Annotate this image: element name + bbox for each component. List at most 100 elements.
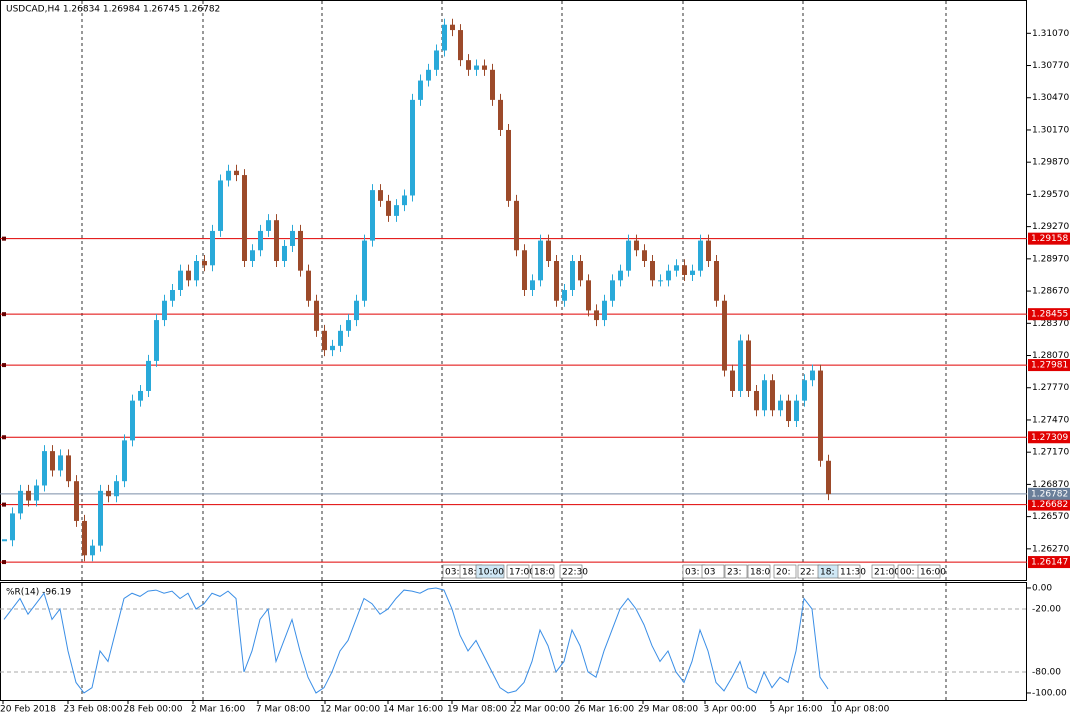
candle [410, 99, 415, 196]
candle [82, 520, 87, 556]
time-marker: 23: [727, 568, 741, 578]
candle [154, 320, 159, 361]
candle [26, 490, 31, 501]
x-tick-label: 12 Mar 00:00 [320, 705, 380, 715]
candle [650, 261, 655, 281]
y-tick-label: 1.26270 [1032, 544, 1069, 554]
time-marker-box [837, 564, 861, 579]
x-tick-label: 20 Feb 2018 [0, 705, 56, 715]
candle [674, 265, 679, 271]
candle [138, 390, 143, 401]
y-tick-label: 1.28370 [1032, 319, 1069, 329]
time-marker-box [531, 564, 555, 579]
time-marker-box [724, 564, 748, 579]
candle [282, 245, 287, 261]
x-tick-label: 2 Mar 16:00 [191, 705, 246, 715]
level-label: 1.26682 [1031, 500, 1068, 510]
candle [698, 240, 703, 271]
y-tick-label: 1.26570 [1032, 512, 1069, 522]
candle [418, 80, 423, 100]
candle [394, 205, 399, 216]
x-tick-label: 28 Feb 00:00 [123, 705, 182, 715]
candle [194, 261, 199, 281]
x-tick-label: 14 Mar 16:00 [383, 705, 443, 715]
current-price-box [1028, 487, 1070, 500]
time-marker: 11:30 [840, 568, 866, 578]
level-label-box [1028, 232, 1070, 245]
candle [274, 220, 279, 261]
y-tick-label: 1.26870 [1032, 480, 1069, 490]
time-marker: 22: [800, 568, 814, 578]
level-label: 1.29158 [1031, 234, 1068, 244]
candle [74, 481, 79, 521]
time-marker-box [475, 564, 505, 579]
y-tick-label: 1.30170 [1032, 125, 1069, 135]
candle [794, 400, 799, 422]
time-marker: 03: [445, 568, 459, 578]
time-marker: 22:30 [562, 568, 588, 578]
candle [130, 400, 135, 441]
candle [346, 320, 351, 331]
y-tick-label: 1.28670 [1032, 287, 1069, 297]
candle [634, 240, 639, 251]
time-marker: 18:0 [750, 568, 770, 578]
x-tick-label: 7 Mar 08:00 [256, 705, 311, 715]
candle [226, 170, 231, 181]
candle [298, 230, 303, 271]
candle [266, 220, 271, 231]
y-tick-label: 1.28970 [1032, 254, 1069, 264]
candle [762, 380, 767, 411]
candle [498, 99, 503, 130]
y-tick-label: 1.27770 [1032, 383, 1069, 393]
candle [666, 270, 671, 281]
candle [314, 300, 319, 331]
indicator-label: %R(14) -96.19 [6, 588, 71, 598]
candle [90, 545, 95, 556]
y-tick-label: -80.00 [1032, 667, 1061, 677]
level-handle [2, 560, 6, 565]
candle [402, 195, 407, 206]
y-tick-label: 1.30470 [1032, 93, 1069, 103]
candle [514, 200, 519, 251]
level-handle [2, 312, 6, 317]
x-tick-label: 26 Mar 16:00 [574, 705, 634, 715]
candle [146, 360, 151, 391]
candle [66, 455, 71, 482]
candle [642, 250, 647, 261]
level-label: 1.27309 [1031, 433, 1068, 443]
candle [106, 490, 111, 497]
candle [818, 370, 823, 461]
candle [714, 261, 719, 301]
y-tick-label: 1.30770 [1032, 61, 1069, 71]
candle [474, 65, 479, 70]
time-marker: 16:00 [920, 568, 946, 578]
time-marker: 21:00 [874, 568, 900, 578]
candle [234, 170, 239, 176]
level-label-box [1028, 431, 1070, 444]
level-handle [2, 435, 6, 440]
candle [578, 261, 583, 281]
candle [690, 270, 695, 275]
x-tick-label: 10 Apr 08:00 [831, 705, 890, 715]
level-label-box [1028, 308, 1070, 321]
candle [442, 24, 447, 51]
candle [306, 270, 311, 301]
candle [538, 240, 543, 281]
candle [290, 230, 295, 246]
y-tick-label: 1.29270 [1032, 222, 1069, 232]
x-tick-label: 3 Apr 00:00 [704, 705, 757, 715]
candle [450, 24, 455, 31]
candle [730, 370, 735, 391]
y-tick-label: -100.00 [1032, 688, 1067, 698]
candle [786, 400, 791, 422]
y-tick-label: 1.29570 [1032, 190, 1069, 200]
x-tick-label: 19 Mar 08:00 [447, 705, 507, 715]
candle [546, 240, 551, 261]
candle [610, 280, 615, 301]
x-tick-label: 22 Mar 00:00 [510, 705, 570, 715]
candle [754, 390, 759, 411]
x-tick-label: 23 Feb 08:00 [63, 705, 122, 715]
candle [586, 280, 591, 311]
candle [338, 330, 343, 346]
